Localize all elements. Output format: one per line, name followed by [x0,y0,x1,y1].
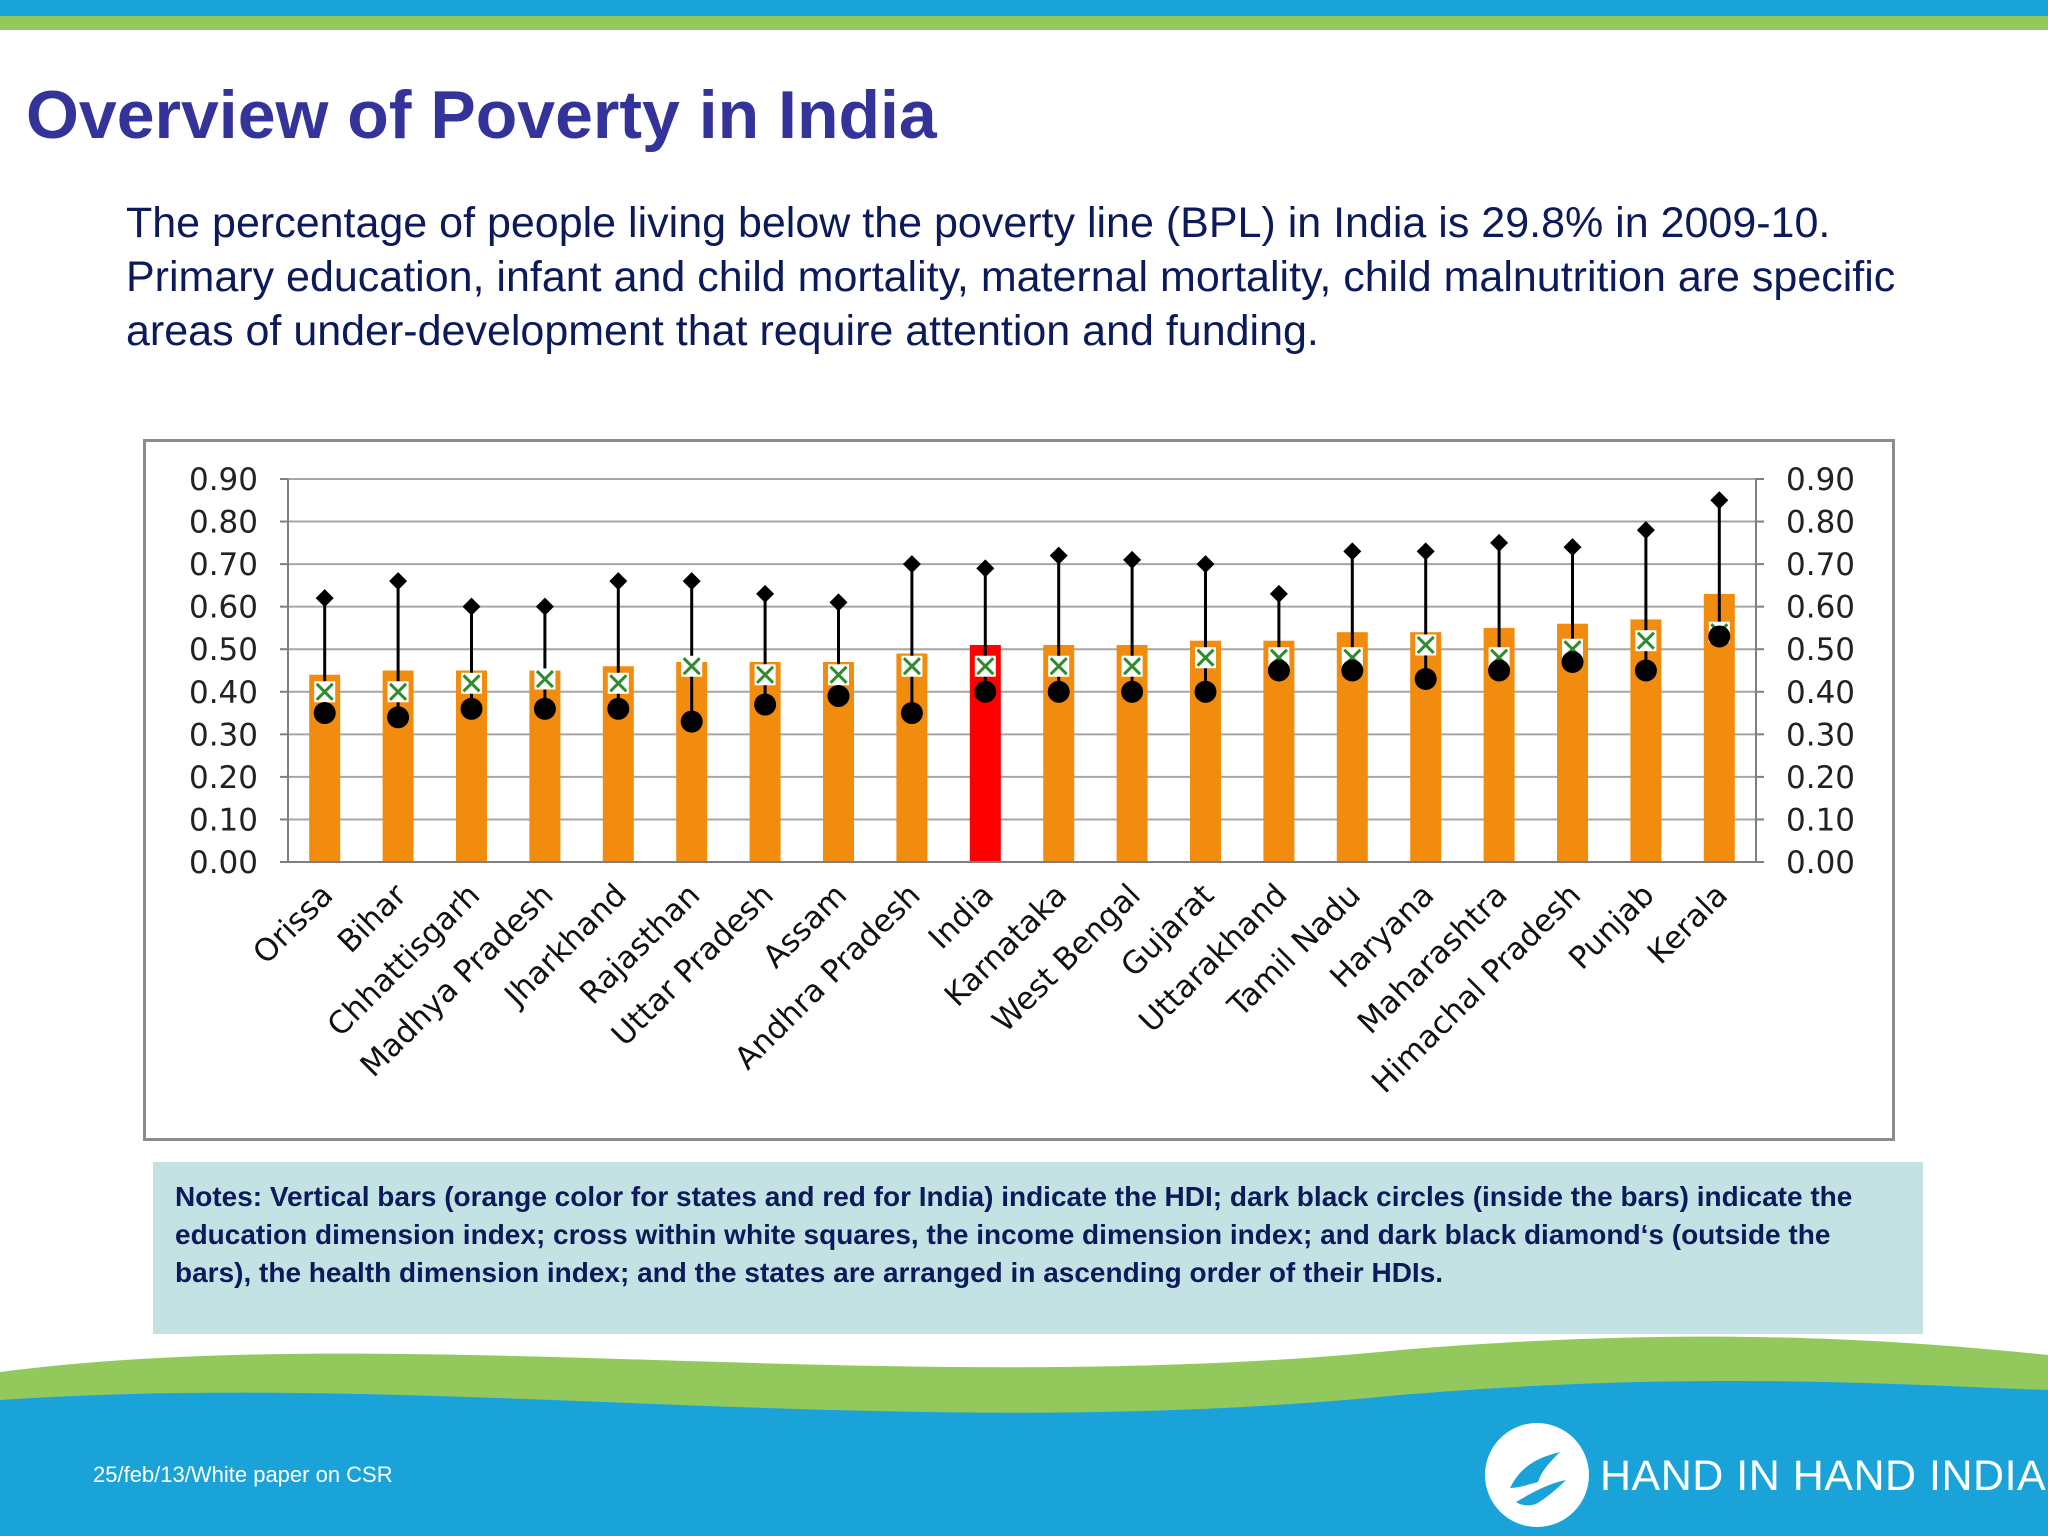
education-marker [1708,625,1731,648]
income-cross [829,665,848,684]
y2-tick-label: 0.40 [1786,675,1855,711]
health-marker [1563,538,1582,557]
education-marker [313,702,336,725]
chart-notes: Notes: Vertical bars (orange color for s… [153,1162,1923,1334]
education-marker [680,710,703,733]
health-marker [976,559,995,578]
health-marker [1269,584,1288,603]
footer-date: 25/feb/13/White paper on CSR [93,1462,393,1487]
footer-wave [0,1336,2048,1536]
health-marker [682,572,701,591]
education-marker [1341,659,1364,682]
category-label: Orissa [246,877,340,971]
health-marker [1416,542,1435,561]
health-marker [756,584,775,603]
income-cross [682,657,701,676]
y2-tick-label: 0.60 [1786,590,1855,626]
education-marker [754,693,777,716]
y2-tick-label: 0.50 [1786,632,1855,668]
income-cross [1049,657,1068,676]
health-marker [1049,546,1068,565]
education-marker [387,706,410,729]
education-marker [607,697,630,720]
income-cross [902,657,921,676]
y2-tick-label: 0.80 [1786,505,1855,541]
income-cross [1123,657,1142,676]
health-marker [1636,521,1655,540]
y-tick-label: 0.50 [189,632,258,668]
top-accent-bar-green [0,16,2048,30]
education-marker [1047,680,1070,703]
education-marker [1634,659,1657,682]
y2-tick-label: 0.10 [1786,802,1855,838]
health-marker [829,593,848,612]
hdi-chart-svg: 0.00 0.00 0.10 0.10 0.20 0.20 0.30 0.30 0.40 0.40… [189,462,1855,1100]
education-marker [1194,680,1217,703]
hands-logo-icon [1485,1423,1589,1527]
health-marker [315,589,334,608]
education-marker [460,697,483,720]
education-marker [1414,668,1437,691]
income-cross [609,674,628,693]
y2-tick-label: 0.70 [1786,547,1855,583]
health-marker [1710,491,1729,510]
health-marker [1196,555,1215,574]
income-cross [976,657,995,676]
health-marker [609,572,628,591]
y2-tick-label: 0.20 [1786,760,1855,796]
income-cross [1196,648,1215,667]
health-marker [902,555,921,574]
health-marker [1343,542,1362,561]
education-marker [1488,659,1511,682]
y-tick-label: 0.70 [189,547,258,583]
y-tick-label: 0.80 [189,505,258,541]
y2-tick-label: 0.30 [1786,717,1855,753]
income-cross [1416,635,1435,655]
y-tick-label: 0.30 [189,717,258,753]
y-tick-label: 0.40 [189,675,258,711]
education-marker [533,697,556,720]
education-marker [827,685,850,708]
education-marker [974,680,997,703]
y-tick-label: 0.60 [189,590,258,626]
education-marker [1267,659,1290,682]
education-marker [1121,680,1144,703]
y-tick-label: 0.20 [189,760,258,796]
hdi-chart: 0.00 0.00 0.10 0.10 0.20 0.20 0.30 0.30 0.40 0.40… [143,439,1895,1141]
intro-paragraph: The percentage of people living below th… [126,199,1896,355]
y-tick-label: 0.00 [189,845,258,881]
y2-tick-label: 0.00 [1786,845,1855,881]
health-marker [462,597,481,616]
y2-tick-label: 0.90 [1786,462,1855,498]
income-cross [462,674,481,693]
income-cross [389,682,408,701]
y-tick-label: 0.10 [189,802,258,838]
health-marker [1490,533,1509,552]
education-marker [900,702,923,725]
top-accent-bar [0,0,2048,16]
brand-name: HAND IN HAND INDIA [1600,1452,2047,1500]
health-marker [1123,550,1142,569]
income-cross [1636,631,1655,650]
category-label: Kerala [1641,877,1735,971]
y-tick-label: 0.90 [189,462,258,498]
income-cross [315,682,334,701]
health-marker [389,572,408,591]
income-cross [756,665,775,684]
income-cross [535,669,554,689]
health-marker [535,597,554,616]
slide-title: Overview of Poverty in India [26,77,937,153]
education-marker [1561,650,1584,673]
